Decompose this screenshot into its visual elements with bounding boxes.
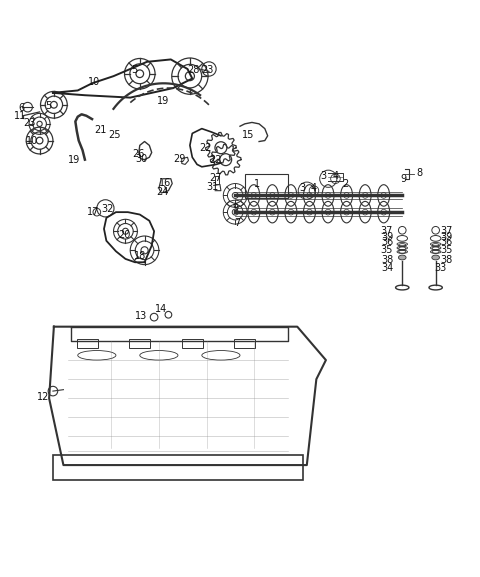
Text: 39: 39 <box>440 232 452 242</box>
Text: 2: 2 <box>342 178 348 189</box>
Text: 39: 39 <box>381 232 393 242</box>
Text: 25: 25 <box>108 130 121 140</box>
Text: 20: 20 <box>119 230 131 240</box>
Text: 19: 19 <box>156 96 169 106</box>
Text: 8: 8 <box>416 168 422 178</box>
Text: 37: 37 <box>440 226 452 236</box>
Text: 23: 23 <box>202 65 214 75</box>
Text: 22: 22 <box>199 143 212 153</box>
Text: 5: 5 <box>131 65 137 76</box>
Text: 18: 18 <box>133 251 146 261</box>
Text: 32: 32 <box>102 204 114 214</box>
Text: 9: 9 <box>401 174 407 183</box>
Text: 31: 31 <box>207 182 219 192</box>
Text: 17: 17 <box>87 207 100 217</box>
FancyArrowPatch shape <box>165 186 168 193</box>
Text: 10: 10 <box>26 136 38 145</box>
Text: 24: 24 <box>156 187 169 197</box>
Text: 21: 21 <box>95 125 107 135</box>
Text: 19: 19 <box>68 155 81 164</box>
Text: 35: 35 <box>381 245 393 255</box>
Text: 26: 26 <box>132 149 145 159</box>
Text: 4: 4 <box>332 171 338 181</box>
Text: 22: 22 <box>209 155 221 164</box>
Text: 10: 10 <box>88 77 101 87</box>
Text: 15: 15 <box>242 130 255 140</box>
Text: 34: 34 <box>381 264 393 273</box>
Text: 5: 5 <box>45 101 51 111</box>
Text: 38: 38 <box>381 255 393 265</box>
Text: 29: 29 <box>173 153 186 164</box>
Text: 28: 28 <box>188 65 200 76</box>
Text: 3: 3 <box>299 183 305 193</box>
Text: 9: 9 <box>232 203 238 213</box>
Text: 1: 1 <box>253 178 260 189</box>
Text: 16: 16 <box>158 178 171 188</box>
Text: 33: 33 <box>434 264 446 273</box>
Text: 4: 4 <box>311 183 317 193</box>
Ellipse shape <box>432 255 440 260</box>
Text: 14: 14 <box>155 304 168 313</box>
Text: 7: 7 <box>235 218 241 228</box>
Text: 36: 36 <box>381 237 393 247</box>
Text: 30: 30 <box>135 153 147 164</box>
Text: 13: 13 <box>135 311 147 321</box>
Text: 12: 12 <box>37 392 49 402</box>
Text: 36: 36 <box>440 237 452 247</box>
Text: 23: 23 <box>23 118 35 128</box>
Text: 11: 11 <box>14 111 26 121</box>
Text: 3: 3 <box>321 171 326 181</box>
Text: 6: 6 <box>18 103 24 113</box>
Text: 27: 27 <box>209 173 221 183</box>
Ellipse shape <box>398 255 406 260</box>
Text: 35: 35 <box>440 245 452 255</box>
Text: 38: 38 <box>440 255 452 265</box>
Text: 37: 37 <box>381 226 393 236</box>
